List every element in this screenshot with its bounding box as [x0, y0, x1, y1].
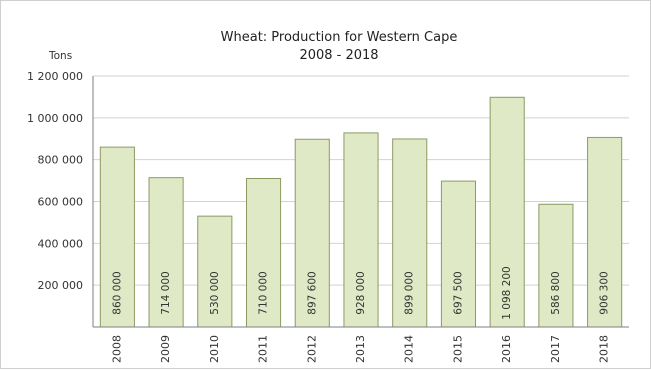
- y-tick-label: 200 000: [38, 279, 84, 292]
- bar-value-label: 586 800: [550, 271, 562, 314]
- bar: [148, 177, 184, 328]
- x-tick-label: 2016: [500, 335, 513, 363]
- bar: [294, 138, 330, 328]
- x-tick-label: 2011: [257, 335, 270, 363]
- x-tick-label: 2012: [305, 335, 318, 363]
- x-axis-ticks: 2008 2009 2010 2011 2012 2013 2014 2015 2016 2017…: [110, 335, 610, 363]
- bar-value-label: 530 000: [209, 271, 221, 314]
- bar-value-label: 714 000: [160, 271, 172, 314]
- y-axis-ticks: 200 000 400 000 600 000 800 000 1 000 000 1 2…: [27, 70, 83, 292]
- bar-value-label: 899 000: [404, 271, 416, 314]
- bar: [197, 215, 233, 328]
- x-tick-label: 2013: [354, 335, 367, 363]
- x-tick-label: 2015: [451, 335, 464, 363]
- bar-value-label: 897 600: [306, 271, 318, 314]
- y-axis-label: Tons: [48, 50, 72, 62]
- x-tick-label: 2018: [598, 335, 611, 363]
- bar: [392, 138, 428, 328]
- bar-value-label: 860 000: [111, 271, 123, 314]
- chart-subtitle: 2008 - 2018: [299, 48, 378, 63]
- x-tick-label: 2017: [549, 335, 562, 363]
- y-tick-label: 600 000: [38, 196, 84, 209]
- bar: [440, 180, 477, 328]
- bar-value-label: 710 000: [258, 271, 270, 314]
- x-tick-label: 2014: [403, 335, 416, 363]
- y-tick-label: 1 200 000: [27, 70, 83, 83]
- bar-value-label: 928 000: [355, 271, 367, 314]
- bars: 860 000 714 000 530 000 710 000 897 600 928 0…: [99, 96, 623, 328]
- axes: [92, 76, 629, 328]
- x-tick-label: 2009: [159, 335, 172, 363]
- y-tick-label: 1 000 000: [27, 112, 83, 125]
- bar: [538, 203, 574, 328]
- chart-title: Wheat: Production for Western Cape: [221, 30, 458, 45]
- x-tick-label: 2008: [110, 335, 123, 363]
- bar: [245, 177, 282, 328]
- x-tick-label: 2010: [208, 335, 221, 363]
- bar-value-label: 697 500: [452, 271, 464, 314]
- bar-value-label: 906 300: [599, 271, 611, 314]
- bar: [343, 132, 379, 328]
- bar: [587, 136, 623, 328]
- y-tick-label: 400 000: [38, 237, 84, 250]
- y-tick-label: 800 000: [38, 154, 84, 167]
- bar-value-label: 1 098 200: [501, 266, 513, 319]
